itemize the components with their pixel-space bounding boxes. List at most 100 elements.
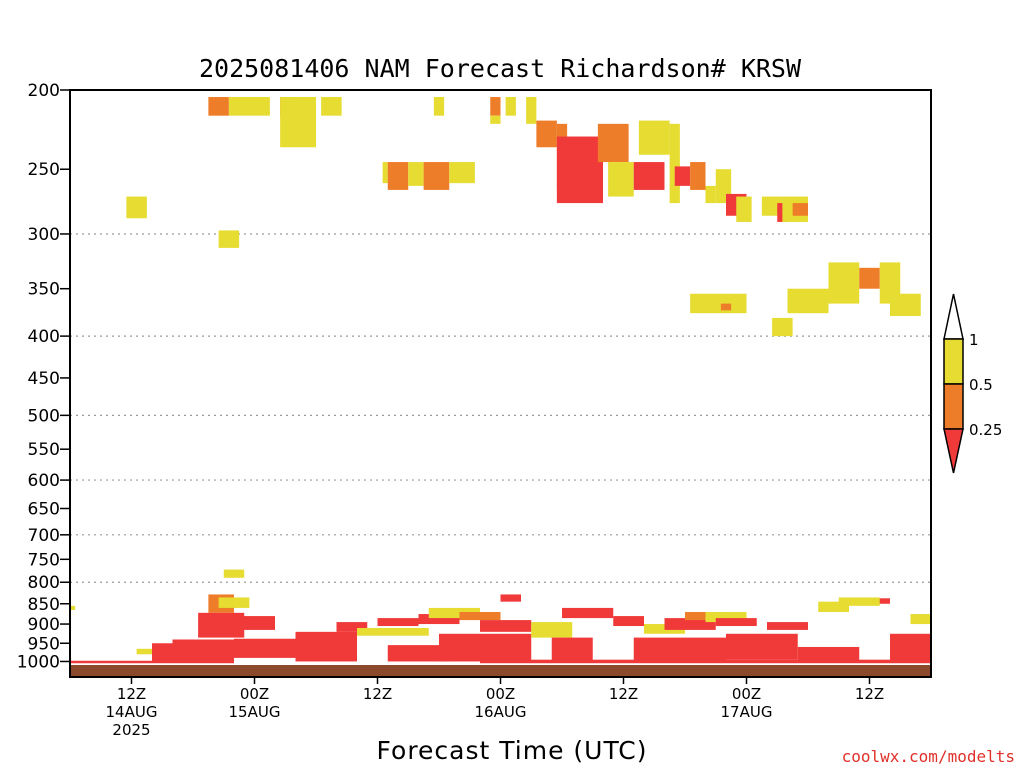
chart-title: 2025081406 NAM Forecast Richardson# KRSW (199, 54, 802, 83)
ytick-label-200: 200 (28, 81, 60, 101)
ri-cell-16 (638, 120, 670, 155)
ri-cell-29 (387, 162, 409, 190)
ytick-label-300: 300 (28, 225, 60, 245)
ri-cell-55 (418, 614, 460, 625)
ri-cell-82 (223, 569, 245, 578)
ri-cell-58 (480, 620, 532, 632)
ri-cell-33 (126, 196, 147, 219)
ri-cell-65 (613, 616, 644, 627)
ri-cell-83 (70, 605, 76, 610)
xtick-label-54-0: 12Z (609, 685, 638, 703)
ri-cell-32 (449, 162, 475, 184)
ri-cell-80 (70, 660, 173, 664)
ri-cell-35 (828, 262, 860, 304)
ri-cell-78 (890, 633, 931, 662)
ri-cell-77 (838, 597, 880, 606)
ytick-label-400: 400 (28, 327, 60, 347)
xtick-label-6-2: 2025 (112, 721, 150, 739)
ytick-label-750: 750 (28, 550, 60, 570)
xtick-label-18-0: 00Z (240, 685, 269, 703)
ri-cell-36 (859, 267, 880, 289)
ytick-label-250: 250 (28, 160, 60, 180)
colorbar-bin-2 (943, 383, 964, 430)
ri-cell-71 (633, 637, 726, 662)
ytick-label-500: 500 (28, 406, 60, 426)
xtick-label-6-1: 14AUG (106, 703, 158, 721)
ri-cell-31 (423, 162, 450, 190)
ri-cell-53 (357, 627, 429, 636)
ytick-label-1000: 1000 (17, 652, 60, 672)
ri-cell-15 (633, 162, 665, 190)
ri-cell-3 (280, 97, 316, 148)
ri-cell-17 (669, 123, 680, 204)
ri-cell-67 (664, 618, 716, 630)
ri-cell-8 (505, 97, 516, 116)
ri-cell-57 (459, 612, 501, 621)
colorbar-bin-1 (943, 338, 964, 385)
ri-cell-79 (910, 614, 931, 625)
ri-cell-48 (234, 638, 296, 658)
xtick-label-66-1: 17AUG (721, 703, 773, 721)
xtick-label-6-0: 12Z (117, 685, 146, 703)
ri-cell-23 (736, 196, 752, 222)
ri-cell-1 (228, 97, 270, 116)
ri-cell-62 (531, 622, 573, 638)
ri-cell-38 (787, 288, 829, 314)
richardson-number-cells (70, 97, 931, 664)
ri-cell-74 (797, 646, 860, 663)
ri-cell-76 (818, 601, 849, 613)
ri-cell-39 (890, 293, 921, 317)
x-axis-title: Forecast Time (UTC) (377, 736, 648, 765)
ri-cell-7 (490, 115, 501, 124)
ri-cell-28 (382, 162, 388, 184)
ri-cell-50 (152, 643, 204, 663)
ri-cell-14 (608, 162, 634, 197)
ri-cell-20 (705, 185, 716, 204)
ground-surface-bar (70, 665, 931, 677)
ytick-label-700: 700 (28, 526, 60, 546)
ri-cell-18 (674, 166, 691, 186)
colorbar-label-1: 0.5 (969, 376, 993, 394)
ri-cell-10 (536, 120, 557, 148)
ytick-label-800: 800 (28, 573, 60, 593)
ri-cell-61 (387, 645, 450, 662)
ytick-label-950: 950 (28, 634, 60, 654)
ri-cell-81 (480, 659, 931, 664)
ri-cell-27 (792, 203, 808, 216)
ytick-label-350: 350 (28, 280, 60, 300)
ri-cell-64 (562, 607, 614, 619)
ri-cell-63 (551, 637, 593, 663)
ri-cell-34 (218, 230, 240, 248)
ri-cell-37 (879, 262, 901, 304)
ri-cell-5 (433, 97, 445, 116)
colorbar-label-2: 0.25 (969, 421, 1002, 439)
ri-cell-41 (720, 303, 732, 311)
ri-cell-4 (321, 97, 342, 116)
xtick-label-42-0: 00Z (486, 685, 515, 703)
ri-cell-54 (377, 618, 419, 627)
xtick-label-78-0: 12Z (855, 685, 884, 703)
ri-cell-73 (767, 622, 808, 630)
ri-cell-12 (556, 136, 603, 204)
ytick-label-600: 600 (28, 471, 60, 491)
ri-cell-40 (690, 293, 747, 314)
pressure-axis: 200 250 300 350 400 450 500 550 600 650 700 750 8008… (17, 81, 70, 672)
ri-cell-56 (428, 607, 480, 619)
ytick-label-450: 450 (28, 369, 60, 389)
source-credit: coolwx.com/modelts (842, 747, 1015, 766)
ri-cell-59 (500, 594, 521, 602)
ri-cell-42 (772, 317, 793, 337)
ri-cell-13 (597, 123, 629, 163)
colorbar-bottom-triangle (943, 428, 964, 474)
xtick-label-30-0: 12Z (363, 685, 392, 703)
colorbar-label-0: 1 (969, 331, 979, 349)
ri-cell-0 (208, 97, 229, 116)
ytick-label-900: 900 (28, 615, 60, 635)
ri-cell-45 (218, 597, 250, 608)
ri-cell-30 (408, 162, 424, 186)
ri-cell-19 (690, 162, 706, 190)
colorbar-legend: 1 0.5 0.25 (943, 293, 1002, 474)
ri-cell-51 (136, 648, 152, 655)
